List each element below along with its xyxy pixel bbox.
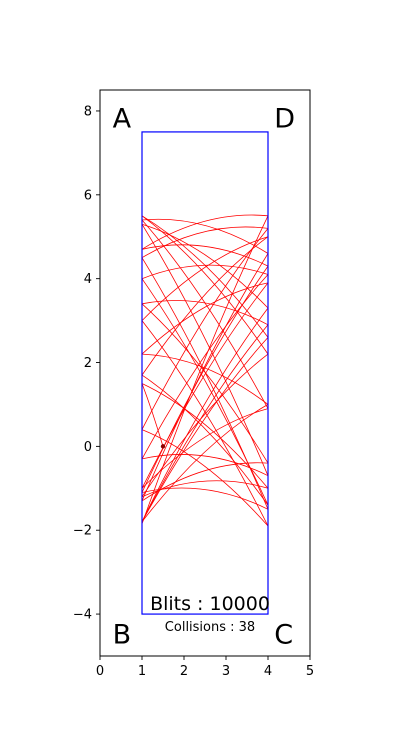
- trajectory-segment: [141, 282, 269, 355]
- table-boundary: [141, 131, 269, 615]
- y-tick-label: −4: [73, 608, 92, 623]
- trajectory-segment: [141, 307, 269, 522]
- trajectory-segment: [141, 408, 269, 489]
- trajectory-segment: [141, 253, 269, 502]
- corner-label-a: A: [113, 104, 132, 135]
- x-tick-label: 5: [306, 664, 314, 679]
- trajectory-segment: [141, 278, 269, 506]
- trajectory-segment: [141, 337, 269, 522]
- y-axis: −4 −2 0 2 4 6 8: [73, 104, 100, 623]
- trajectory-segment: [141, 236, 269, 376]
- x-tick-label: 3: [222, 664, 230, 679]
- trajectory-segment: [141, 219, 269, 409]
- trajectory-segment: [141, 282, 269, 489]
- corner-label-c: C: [274, 619, 293, 650]
- y-tick-label: 4: [84, 272, 92, 287]
- x-axis: 0 1 2 3 4 5: [96, 656, 314, 679]
- trajectory-segment: [141, 223, 269, 476]
- x-tick-label: 4: [264, 664, 272, 679]
- trajectory-segment: [141, 300, 269, 326]
- x-tick-label: 1: [138, 664, 146, 679]
- trajectory-segment: [141, 454, 269, 477]
- trajectory-segment: [141, 383, 269, 489]
- trajectory-segment: [141, 462, 269, 502]
- trajectory-segment: [141, 353, 269, 497]
- blits-counter: Blits : 10000: [150, 593, 270, 615]
- trajectory-segment: [141, 215, 269, 355]
- trajectory-segment: [141, 429, 269, 527]
- trajectory-segment: [141, 236, 269, 321]
- trajectory-segment: [141, 404, 269, 523]
- y-tick-label: 8: [84, 104, 92, 119]
- trajectory-segment: [141, 218, 269, 254]
- trajectory-layer: [141, 214, 269, 527]
- trajectory-segment: [141, 215, 269, 525]
- trajectory-segment: [141, 320, 269, 527]
- corner-labels: A D B C: [113, 104, 295, 651]
- x-tick-label: 2: [180, 664, 188, 679]
- trajectory-segment: [141, 303, 269, 464]
- trajectory-segment: [141, 480, 269, 498]
- trajectory-segment: [141, 226, 269, 259]
- axes-frame: [99, 89, 311, 657]
- trajectory-segment: [141, 214, 269, 250]
- trajectory-segment: [141, 228, 269, 430]
- x-tick-label: 0: [96, 664, 104, 679]
- y-tick-label: 6: [84, 188, 92, 203]
- collisions-counter: Collisions : 38: [165, 620, 255, 635]
- trajectory-segment: [141, 244, 269, 267]
- trajectory-segment: [141, 215, 269, 338]
- trajectory-segment: [141, 274, 269, 460]
- y-tick-label: 2: [84, 356, 92, 371]
- corner-label-b: B: [113, 619, 132, 650]
- trajectory-segment: [141, 324, 269, 522]
- y-tick-label: −2: [73, 524, 92, 539]
- trajectory-segment: [141, 353, 269, 405]
- trajectory-segment: [141, 223, 269, 309]
- y-tick-label: 0: [84, 440, 92, 455]
- ball-marker: [160, 444, 166, 449]
- trajectory-segment: [141, 487, 269, 510]
- trajectory-segment: [141, 383, 164, 447]
- corner-label-d: D: [274, 104, 295, 135]
